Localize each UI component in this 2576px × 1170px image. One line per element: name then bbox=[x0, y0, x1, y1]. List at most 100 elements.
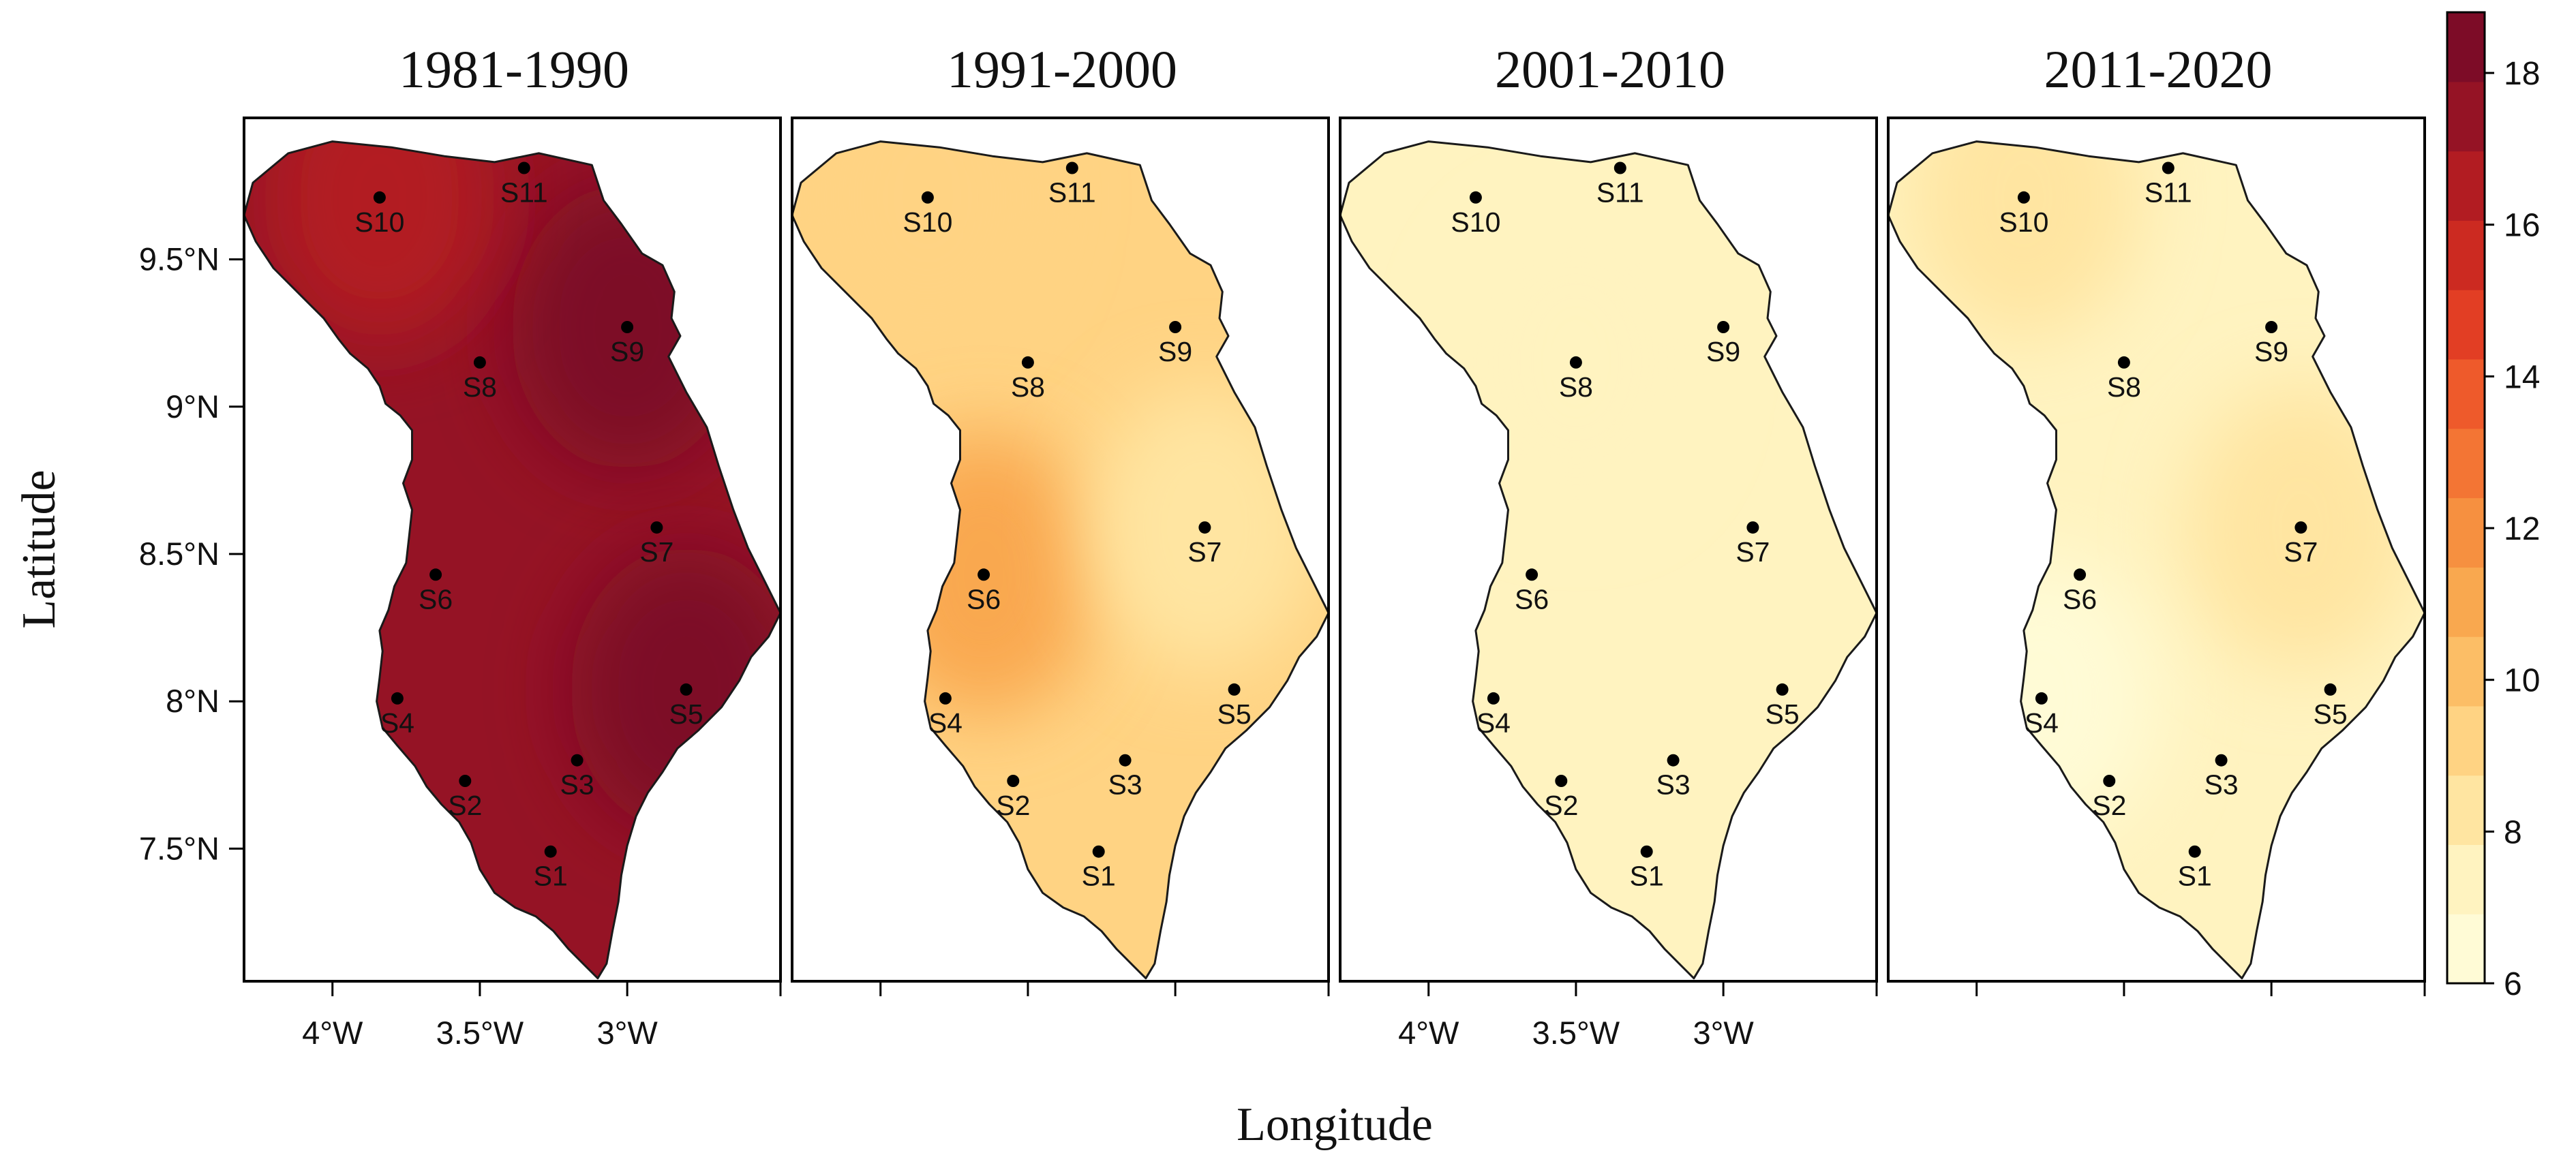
panel-title: 1981-1990 bbox=[399, 40, 629, 99]
colorbar-tick-label: 18 bbox=[2504, 56, 2540, 92]
station-marker bbox=[1228, 683, 1241, 696]
panel-2001-2010: 2001-2010 S1 S2 S3 S4 S5 S6 S7 S8 S9 S10 S11 bbox=[1339, 40, 1878, 983]
panel-2011-2020: 2011-2020 S1 S2 S3 S4 S5 S6 S7 S8 S9 S10 S11 bbox=[1887, 40, 2426, 983]
station-marker bbox=[373, 191, 386, 204]
station-label: S11 bbox=[500, 177, 548, 209]
station-marker bbox=[2074, 568, 2087, 581]
station-label: S9 bbox=[1706, 336, 1740, 367]
station-marker bbox=[1640, 845, 1653, 858]
station-label: S4 bbox=[380, 707, 414, 739]
station-marker bbox=[459, 775, 472, 787]
colorbar-swatch bbox=[2447, 844, 2485, 914]
station-label: S10 bbox=[1451, 206, 1500, 238]
station-marker bbox=[1526, 568, 1539, 581]
panel-title: 2011-2020 bbox=[2044, 40, 2272, 99]
panel-1981-1990: 1981-1990 S1 S2 S3 S4 S5 S6 S7 S8 S9 S10 S11 bbox=[243, 40, 782, 983]
station-marker bbox=[1717, 321, 1730, 333]
station-marker bbox=[939, 692, 952, 705]
x-tick-label: 3°W bbox=[1693, 1015, 1754, 1051]
region-boundary bbox=[1339, 140, 1878, 980]
station-marker bbox=[1569, 356, 1582, 369]
station-label: S5 bbox=[1217, 698, 1252, 730]
x-tick-label: 3.5°W bbox=[1532, 1015, 1620, 1051]
panel-frame bbox=[1339, 117, 1878, 983]
station-marker bbox=[2188, 845, 2201, 858]
station-marker bbox=[2117, 356, 2130, 369]
station-label: S3 bbox=[560, 769, 594, 801]
colorbar-legend: 6 8 10 12 14 16 18 bbox=[2446, 11, 2540, 1002]
x-tick-label: 4°W bbox=[302, 1015, 363, 1051]
region-boundary bbox=[243, 140, 782, 980]
station-label: S8 bbox=[2107, 371, 2141, 403]
station-label: S1 bbox=[2178, 861, 2212, 892]
station-label: S8 bbox=[463, 371, 497, 403]
station-marker bbox=[978, 568, 990, 581]
colorbar-tick-label: 6 bbox=[2504, 966, 2522, 1002]
station-label: S10 bbox=[903, 206, 952, 238]
colorbar-swatch bbox=[2447, 775, 2485, 845]
station-label: S9 bbox=[610, 336, 644, 367]
x-tick-label: 3.5°W bbox=[436, 1015, 524, 1051]
panel-frame bbox=[1887, 117, 2426, 983]
station-marker bbox=[680, 683, 693, 696]
station-label: S4 bbox=[1476, 707, 1511, 739]
station-label: S3 bbox=[2204, 769, 2239, 801]
y-tick-label: 9°N bbox=[166, 388, 219, 425]
station-marker bbox=[1119, 754, 1132, 767]
station-label: S3 bbox=[1656, 769, 1691, 801]
colorbar-swatch bbox=[2447, 12, 2485, 82]
y-tick-label: 7.5°N bbox=[139, 830, 219, 866]
station-label: S11 bbox=[1048, 177, 1096, 209]
colorbar-swatch bbox=[2447, 290, 2485, 360]
station-label: S11 bbox=[1596, 177, 1644, 209]
station-marker bbox=[1065, 161, 1078, 174]
colorbar-swatch bbox=[2447, 636, 2485, 707]
station-label: S2 bbox=[1544, 790, 1578, 821]
station-marker bbox=[1469, 191, 1482, 204]
temperature-field bbox=[1340, 141, 1877, 979]
station-marker bbox=[429, 568, 442, 581]
x-axis-label: Longitude bbox=[1237, 1098, 1433, 1151]
station-marker bbox=[2162, 161, 2175, 174]
colorbar-swatch bbox=[2447, 705, 2485, 776]
colorbar-tick-label: 12 bbox=[2504, 511, 2540, 547]
station-marker bbox=[1776, 683, 1789, 696]
station-marker bbox=[544, 845, 557, 858]
station-marker bbox=[2017, 191, 2030, 204]
station-marker bbox=[1169, 321, 1182, 333]
station-label: S9 bbox=[2254, 336, 2288, 367]
colorbar-swatch bbox=[2447, 497, 2485, 568]
station-marker bbox=[2035, 692, 2048, 705]
station-marker bbox=[473, 356, 486, 369]
station-marker bbox=[1198, 521, 1211, 534]
station-marker bbox=[2103, 775, 2116, 787]
station-label: S5 bbox=[1766, 698, 1800, 730]
station-marker bbox=[2215, 754, 2228, 767]
station-label: S5 bbox=[669, 698, 703, 730]
station-marker bbox=[2294, 521, 2307, 534]
station-marker bbox=[517, 161, 530, 174]
colorbar-swatch bbox=[2447, 358, 2485, 429]
station-marker bbox=[1092, 845, 1105, 858]
station-label: S4 bbox=[2025, 707, 2059, 739]
station-label: S1 bbox=[1630, 861, 1664, 892]
station-label: S7 bbox=[2284, 536, 2318, 568]
station-label: S7 bbox=[1187, 536, 1222, 568]
station-label: S3 bbox=[1108, 769, 1142, 801]
colorbar-tick-label: 14 bbox=[2504, 359, 2540, 395]
station-label: S5 bbox=[2314, 698, 2348, 730]
y-tick-label: 9.5°N bbox=[139, 241, 219, 277]
y-axis-label: Latitude bbox=[13, 469, 65, 628]
station-marker bbox=[921, 191, 934, 204]
y-tick-label: 8°N bbox=[166, 683, 219, 719]
station-marker bbox=[1007, 775, 1020, 787]
station-marker bbox=[1555, 775, 1568, 787]
station-label: S6 bbox=[967, 583, 1001, 615]
x-tick-label: 4°W bbox=[1398, 1015, 1459, 1051]
panel-frame bbox=[791, 117, 1330, 983]
station-marker bbox=[2324, 683, 2337, 696]
colorbar-swatch bbox=[2447, 81, 2485, 152]
x-tick-label: 3°W bbox=[596, 1015, 658, 1051]
station-marker bbox=[571, 754, 584, 767]
station-marker bbox=[1613, 161, 1626, 174]
